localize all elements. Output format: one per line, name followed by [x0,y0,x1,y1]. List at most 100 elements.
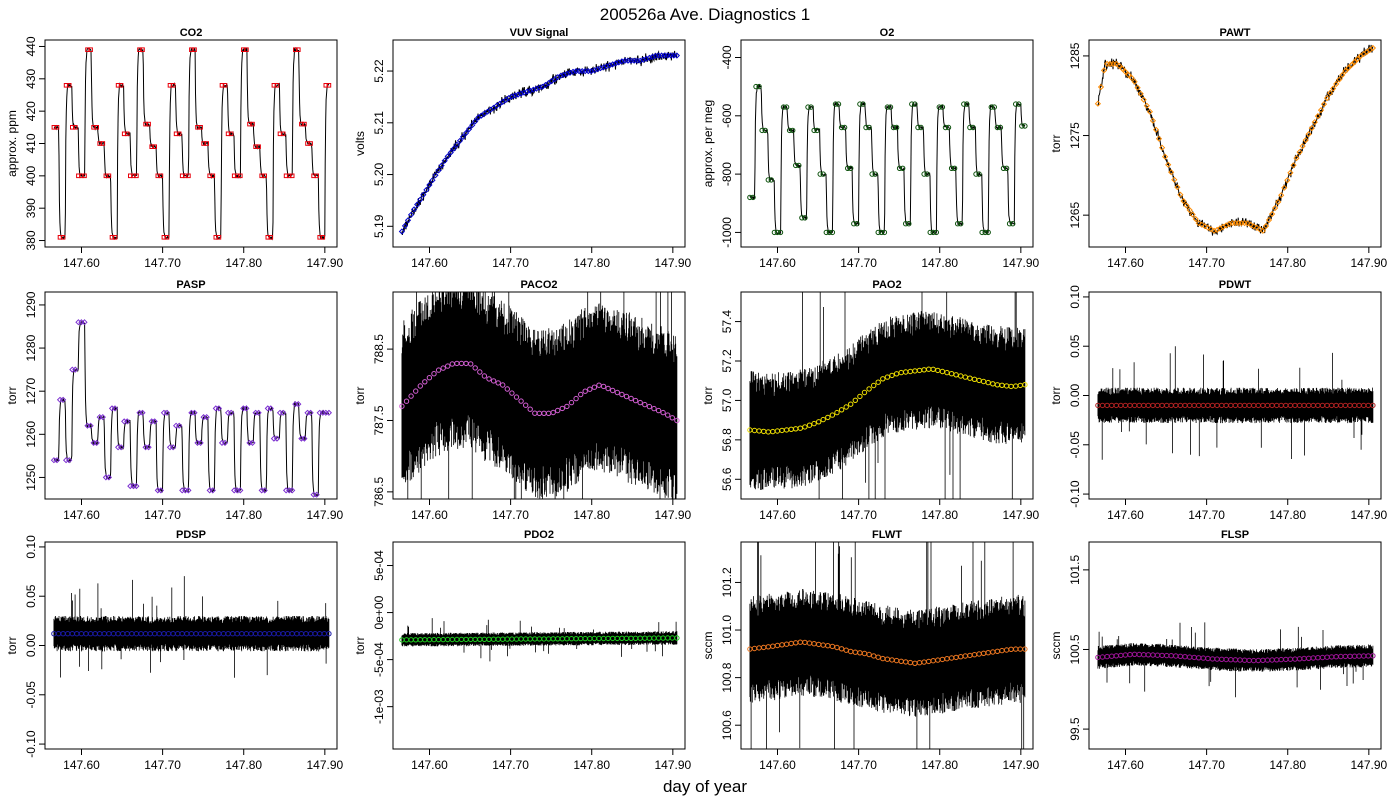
panel-title: PAO2 [872,279,901,291]
y-tick-label: -600 [720,103,734,127]
panel-pao2: PAO2 torr 147.60 147.70 147.80 147.90 56.6 56.8… [701,279,1040,522]
y-axis-label: approx. ppm [5,110,19,177]
data-marker [267,405,274,412]
y-tick-label: 1250 [24,464,38,491]
y-tick-label: 56.6 [720,467,734,491]
panel-title: PAWT [1220,27,1251,39]
data-marker [299,121,304,127]
figure-title: 200526a Ave. Diagnostics 1 [600,5,810,24]
data-marker [1323,94,1331,102]
data-marker [399,403,405,409]
y-tick-label: 0e+00 [372,595,386,629]
data-marker [237,487,244,494]
data-marker [490,378,497,384]
data-marker [441,157,448,164]
y-tick-label: 100.8 [720,662,734,692]
data-marker [588,67,595,75]
data-marker [186,173,191,179]
x-tick-label: 147.80 [921,508,958,522]
data-marker [665,412,671,418]
data-marker [674,635,680,641]
data-marker [845,165,851,172]
data-marker [994,124,1001,131]
data-marker [945,124,952,131]
x-tick-label: 147.70 [144,256,181,270]
data-marker [747,194,753,201]
plot-frame [44,291,338,500]
data-marker [1189,211,1196,218]
data-marker [468,361,474,367]
data-marker [444,153,451,160]
data-marker [313,491,320,498]
data-marker [314,173,319,179]
data-marker [1168,169,1175,176]
y-tick-label: 440 [24,36,38,56]
data-marker [881,229,888,236]
data-marker [924,171,930,177]
data-marker [261,487,268,494]
plot-frame [1088,39,1382,248]
data-marker [410,206,418,213]
data-marker [780,104,787,110]
data-marker [1326,89,1334,97]
x-tick-label: 147.80 [1269,758,1306,772]
data-marker [1369,44,1377,52]
data-marker [1226,220,1233,228]
data-marker [88,47,93,53]
y-tick-label: 5.20 [372,162,386,186]
data-marker [1097,83,1105,91]
panel-o2: O2 approx. per meg 147.60 147.70 147.80 147.9… [701,27,1040,270]
x-tick-label: 147.90 [1002,256,1039,270]
y-tick-label: -0.05 [24,681,38,709]
data-marker [857,101,863,107]
y-tick-label: 390 [24,198,38,218]
data-marker [573,395,579,402]
data-marker [921,171,927,177]
x-tick-label: 147.80 [1269,508,1306,522]
data-marker [139,409,146,416]
data-marker [227,409,235,416]
y-tick-label: 1265 [1068,202,1082,229]
plot-data [399,618,680,662]
data-marker [909,101,915,107]
x-tick-label: 147.60 [411,256,448,270]
data-marker [1317,106,1325,114]
data-marker [783,104,790,110]
data-trace [401,49,678,235]
data-marker [1180,197,1187,205]
y-axis-label: torr [701,386,715,404]
data-marker [302,121,307,127]
data-marker [1116,62,1123,69]
data-marker [637,57,644,64]
data-marker [878,229,884,236]
data-marker [1122,68,1129,75]
data-marker [456,137,464,144]
data-marker [860,101,866,107]
data-marker [517,90,525,97]
data-marker [660,409,666,416]
data-marker [623,393,630,400]
data-marker [786,127,793,134]
data-marker [1314,112,1322,120]
data-marker [759,127,765,134]
data-marker [852,397,858,403]
y-tick-label: 787.5 [372,405,386,435]
plot-data [1095,622,1376,698]
data-marker [1158,144,1166,151]
data-marker [472,118,479,125]
data-marker [1281,184,1288,191]
data-marker [880,376,886,382]
y-tick-label: 0.00 [24,633,38,657]
data-noise-trace [401,618,678,662]
data-marker [189,47,194,53]
data-marker [417,383,423,389]
data-marker [600,383,607,390]
data-marker [614,389,620,396]
data-marker [838,646,845,652]
data-marker [765,177,771,183]
data-marker [296,47,301,53]
data-marker [802,215,808,221]
data-marker [176,422,183,429]
plot-frame [740,541,1034,750]
data-marker [225,131,231,137]
